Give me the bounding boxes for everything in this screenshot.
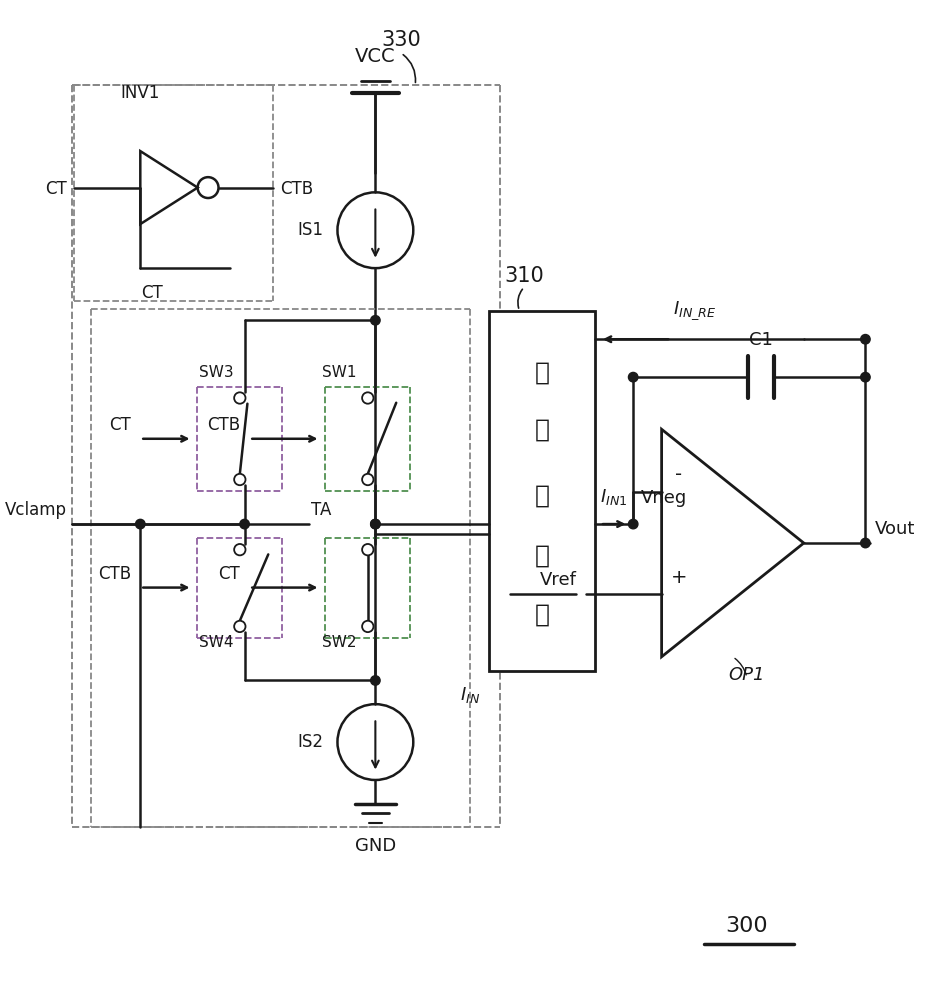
Circle shape [370, 519, 380, 529]
Circle shape [860, 372, 870, 382]
Circle shape [370, 519, 380, 529]
Text: CTB: CTB [98, 565, 131, 583]
FancyArrowPatch shape [403, 55, 416, 82]
Text: 流: 流 [534, 543, 550, 567]
Bar [489, 311, 595, 671]
Text: IS1: IS1 [297, 221, 323, 239]
Text: Vout: Vout [875, 520, 915, 538]
Text: 电: 电 [534, 484, 550, 508]
Circle shape [135, 519, 145, 529]
Circle shape [370, 316, 380, 325]
Text: 310: 310 [505, 266, 544, 286]
Text: $I_{IN1}$: $I_{IN1}$ [600, 487, 627, 507]
Circle shape [629, 519, 638, 529]
Text: -: - [675, 465, 682, 484]
Circle shape [860, 335, 870, 344]
Circle shape [234, 621, 245, 632]
Text: $I_{IN}$: $I_{IN}$ [460, 685, 481, 705]
Text: 330: 330 [382, 30, 420, 50]
Text: IS2: IS2 [297, 733, 323, 751]
Text: 源: 源 [534, 602, 550, 626]
Text: CTB: CTB [281, 180, 314, 198]
Circle shape [362, 544, 373, 555]
Text: TA: TA [311, 501, 332, 519]
Text: SW1: SW1 [322, 365, 357, 380]
Circle shape [362, 621, 373, 632]
Text: 第: 第 [534, 360, 550, 384]
Text: C1: C1 [749, 331, 773, 349]
Text: CT: CT [219, 565, 240, 583]
Text: OP1: OP1 [729, 666, 765, 684]
Text: SW2: SW2 [322, 635, 357, 650]
Text: Vclamp: Vclamp [5, 501, 67, 519]
Text: 一: 一 [534, 417, 550, 441]
Circle shape [234, 392, 245, 404]
Text: Vneg: Vneg [641, 489, 687, 507]
Circle shape [362, 392, 373, 404]
Text: CT: CT [44, 180, 67, 198]
Circle shape [362, 474, 373, 485]
Text: GND: GND [355, 837, 396, 855]
Text: SW3: SW3 [199, 365, 233, 380]
Circle shape [860, 538, 870, 548]
Text: CT: CT [109, 416, 131, 434]
Text: CTB: CTB [206, 416, 240, 434]
Circle shape [629, 372, 638, 382]
Circle shape [240, 519, 249, 529]
Circle shape [234, 544, 245, 555]
FancyArrowPatch shape [735, 658, 746, 675]
Text: VCC: VCC [355, 47, 395, 66]
Text: +: + [670, 568, 687, 587]
Text: SW4: SW4 [199, 635, 233, 650]
Text: 300: 300 [726, 916, 769, 936]
FancyArrowPatch shape [518, 289, 522, 308]
Text: CT: CT [141, 284, 163, 302]
Text: $I_{IN\_RE}$: $I_{IN\_RE}$ [673, 300, 717, 322]
Circle shape [370, 676, 380, 685]
Text: Vref: Vref [540, 571, 576, 589]
Circle shape [234, 474, 245, 485]
Text: INV1: INV1 [120, 84, 160, 102]
